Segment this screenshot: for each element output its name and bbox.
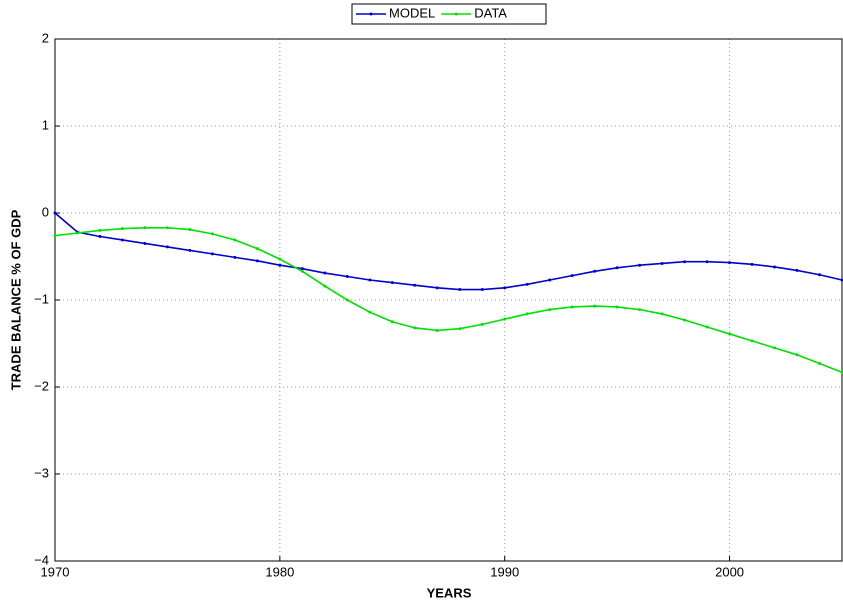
point-marker	[435, 286, 439, 290]
point-marker	[660, 312, 664, 316]
point-marker	[458, 327, 462, 331]
point-marker	[480, 288, 484, 292]
legend-label: MODEL	[389, 5, 435, 20]
series-line	[54, 212, 843, 291]
point-marker	[165, 226, 169, 230]
point-marker	[368, 310, 372, 314]
point-marker	[98, 228, 102, 232]
point-marker	[390, 320, 394, 324]
y-tick-label: −2	[34, 378, 49, 393]
point-marker	[638, 263, 642, 267]
point-marker	[840, 370, 843, 374]
point-marker	[683, 260, 687, 264]
y-tick-label: −3	[34, 465, 49, 480]
legend-marker	[369, 12, 373, 16]
point-marker	[368, 278, 372, 282]
plot-frame	[54, 38, 843, 562]
x-axis-title: YEARS	[427, 585, 472, 600]
series-line	[54, 226, 843, 373]
point-marker	[458, 288, 462, 292]
point-marker	[255, 247, 259, 251]
legend-label: DATA	[474, 5, 507, 20]
point-marker	[705, 260, 709, 264]
point-marker	[323, 271, 327, 275]
x-tick-label: 1980	[265, 564, 294, 579]
point-marker	[210, 252, 214, 256]
point-marker	[503, 286, 507, 290]
point-marker	[98, 234, 102, 238]
point-marker	[300, 269, 304, 273]
point-marker	[255, 259, 259, 263]
point-marker	[728, 332, 732, 336]
x-tick-label: 2000	[715, 564, 744, 579]
point-marker	[795, 353, 799, 357]
legend-marker	[454, 12, 458, 16]
point-marker	[503, 317, 507, 321]
point-marker	[143, 241, 147, 245]
point-marker	[480, 322, 484, 326]
point-marker	[188, 228, 192, 232]
point-marker	[413, 283, 417, 287]
point-marker	[638, 308, 642, 312]
point-marker	[390, 281, 394, 285]
point-marker	[143, 226, 147, 230]
point-marker	[233, 255, 237, 259]
point-marker	[795, 268, 799, 272]
y-tick-label: −1	[34, 291, 49, 306]
point-marker	[413, 326, 417, 330]
point-marker	[548, 278, 552, 282]
y-tick-label: 1	[42, 117, 49, 132]
point-marker	[75, 231, 79, 235]
x-tick-label: 1970	[41, 564, 70, 579]
point-marker	[210, 232, 214, 236]
point-marker	[53, 211, 57, 215]
point-marker	[345, 275, 349, 279]
point-marker	[593, 269, 597, 273]
point-marker	[773, 265, 777, 269]
point-marker	[525, 282, 529, 286]
point-marker	[750, 262, 754, 266]
point-marker	[660, 261, 664, 265]
point-marker	[300, 267, 304, 271]
point-marker	[120, 227, 124, 231]
point-marker	[345, 298, 349, 302]
point-marker	[750, 339, 754, 343]
point-marker	[705, 325, 709, 329]
point-marker	[615, 266, 619, 270]
y-tick-label: 2	[42, 30, 49, 45]
point-marker	[188, 248, 192, 252]
point-marker	[278, 257, 282, 261]
point-marker	[773, 346, 777, 350]
point-marker	[570, 305, 574, 309]
x-tick-label: 1990	[490, 564, 519, 579]
point-marker	[593, 304, 597, 308]
point-marker	[570, 274, 574, 278]
point-marker	[683, 318, 687, 322]
point-marker	[840, 278, 843, 282]
point-marker	[165, 245, 169, 249]
point-marker	[278, 263, 282, 267]
point-marker	[615, 305, 619, 309]
point-marker	[728, 261, 732, 265]
point-marker	[818, 273, 822, 277]
y-tick-label: 0	[42, 204, 49, 219]
point-marker	[548, 308, 552, 312]
point-marker	[435, 328, 439, 332]
point-marker	[120, 238, 124, 242]
point-marker	[818, 362, 822, 366]
point-marker	[525, 312, 529, 316]
point-marker	[233, 238, 237, 242]
point-marker	[53, 234, 57, 238]
point-marker	[323, 284, 327, 288]
y-axis-title: TRADE BALANCE % OF GDP	[8, 209, 23, 390]
y-tick-label: −4	[34, 552, 49, 567]
